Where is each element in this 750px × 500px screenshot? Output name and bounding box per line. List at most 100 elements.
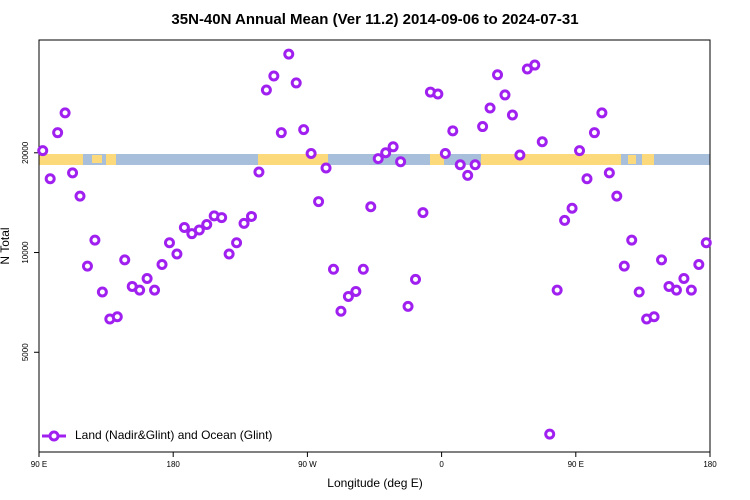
data-point <box>149 284 161 296</box>
land-band <box>642 154 654 165</box>
data-point <box>372 153 384 165</box>
data-point <box>171 248 183 260</box>
data-point <box>163 237 175 249</box>
x-tick-label: 180 <box>703 460 717 469</box>
data-point <box>260 84 272 96</box>
x-tick-label: 90 W <box>298 460 317 469</box>
data-point <box>327 263 339 275</box>
data-point <box>89 234 101 246</box>
land-band <box>628 155 636 164</box>
data-point <box>74 190 86 202</box>
data-point <box>298 124 310 136</box>
data-point <box>305 148 317 160</box>
data-point <box>238 217 250 229</box>
data-point <box>417 207 429 219</box>
land-band <box>92 155 102 163</box>
data-point <box>365 201 377 213</box>
data-point <box>596 107 608 119</box>
data-point <box>678 272 690 284</box>
y-tick-label: 20000 <box>21 141 30 164</box>
data-point <box>700 237 712 249</box>
data-point <box>633 286 645 298</box>
data-point <box>193 224 205 236</box>
data-point <box>506 109 518 121</box>
y-axis-label: N Total <box>0 227 12 264</box>
data-point <box>44 173 56 185</box>
data-point <box>611 190 623 202</box>
chart-title: 35N-40N Annual Mean (Ver 11.2) 2014-09-0… <box>171 11 578 28</box>
data-point <box>626 234 638 246</box>
data-point <box>454 159 466 171</box>
x-tick-label: 90 E <box>568 460 584 469</box>
data-point <box>290 77 302 89</box>
data-point <box>201 219 213 231</box>
data-point <box>559 214 571 226</box>
data-point <box>447 125 459 137</box>
data-point <box>119 254 131 266</box>
data-point <box>52 127 64 139</box>
data-point <box>67 167 79 179</box>
data-point <box>81 260 93 272</box>
data-point <box>693 259 705 271</box>
data-point <box>342 290 354 302</box>
data-point <box>178 221 190 233</box>
y-tick-label: 10000 <box>21 241 30 264</box>
x-tick-label: 90 E <box>31 460 47 469</box>
data-point <box>574 145 586 157</box>
data-point <box>395 156 407 168</box>
data-point <box>96 286 108 298</box>
data-point <box>581 173 593 185</box>
data-point <box>223 248 235 260</box>
legend-label: Land (Nadir&Glint) and Ocean (Glint) <box>75 428 272 442</box>
x-tick-label: 0 <box>439 460 444 469</box>
data-point <box>357 263 369 275</box>
data-point <box>335 305 347 317</box>
data-point <box>432 88 444 100</box>
data-point <box>268 70 280 82</box>
data-point <box>462 169 474 181</box>
data-point <box>469 159 481 171</box>
x-tick-label: 180 <box>167 460 181 469</box>
land-band <box>258 154 328 165</box>
data-point <box>499 89 511 101</box>
data-point <box>529 59 541 71</box>
x-axis-label: Longitude (deg E) <box>327 476 422 490</box>
data-point <box>380 147 392 159</box>
data-point <box>313 196 325 208</box>
data-point <box>439 148 451 160</box>
legend-item: Land (Nadir&Glint) and Ocean (Glint) <box>42 428 272 442</box>
data-point <box>283 48 295 60</box>
data-point <box>245 210 257 222</box>
data-point <box>320 162 332 174</box>
data-point <box>37 145 49 157</box>
data-point <box>231 237 243 249</box>
data-point <box>410 273 422 285</box>
data-point <box>551 284 563 296</box>
data-point <box>350 285 362 297</box>
data-point <box>134 284 146 296</box>
data-point <box>111 311 123 323</box>
land-band <box>106 154 116 165</box>
data-point <box>514 149 526 161</box>
data-point <box>141 272 153 284</box>
data-point <box>656 254 668 266</box>
data-point <box>566 202 578 214</box>
land-band <box>39 154 83 165</box>
data-point <box>618 260 630 272</box>
data-point <box>477 121 489 133</box>
land-band <box>481 154 621 165</box>
data-point <box>253 166 265 178</box>
data-point <box>603 167 615 179</box>
data-point <box>484 102 496 114</box>
data-point <box>216 212 228 224</box>
y-tick-label: 5000 <box>21 343 30 361</box>
legend-swatch-marker <box>48 430 60 442</box>
data-point <box>544 428 556 440</box>
data-point <box>492 69 504 81</box>
data-point <box>588 127 600 139</box>
data-point <box>156 259 168 271</box>
data-point <box>648 311 660 323</box>
data-point <box>685 284 697 296</box>
